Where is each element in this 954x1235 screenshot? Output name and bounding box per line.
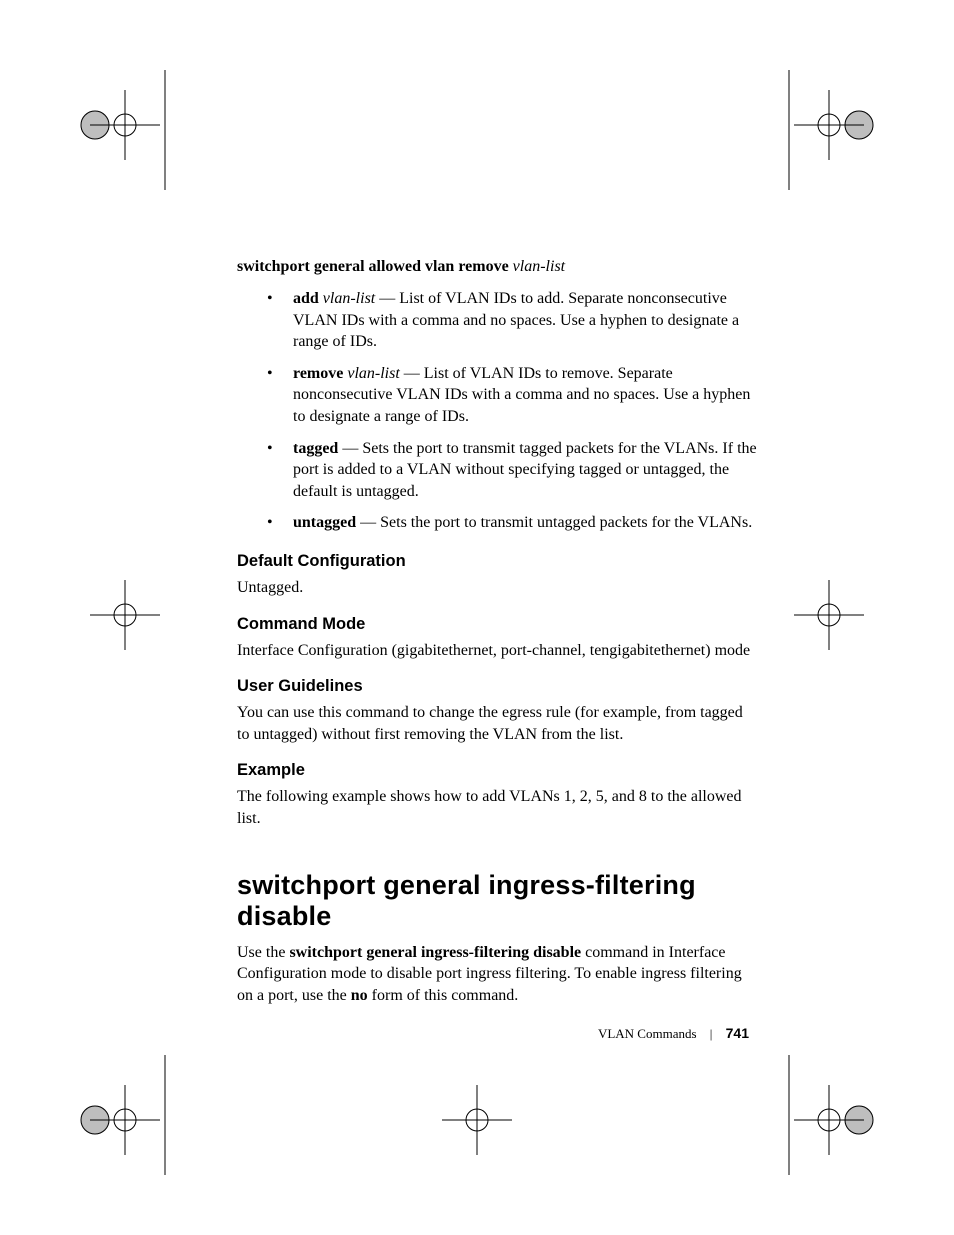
intro-paragraph: Use the switchport general ingress-filte… (237, 942, 757, 1007)
param-dash: — (375, 290, 399, 307)
param-term: untagged (293, 514, 356, 531)
registration-mark-icon (70, 560, 190, 680)
page-footer: VLAN Commands | 741 (598, 1025, 749, 1042)
section-body: Interface Configuration (gigabitethernet… (237, 640, 757, 662)
section-heading-command-mode: Command Mode (237, 615, 757, 634)
intro-no-bold: no (351, 987, 368, 1004)
section-body: Untagged. (237, 577, 757, 599)
list-item: tagged — Sets the port to transmit tagge… (267, 438, 757, 503)
syntax-command: switchport general allowed vlan remove (237, 258, 513, 275)
intro-text: form of this command. (368, 987, 519, 1004)
section-heading-user-guidelines: User Guidelines (237, 677, 757, 696)
section-body: The following example shows how to add V… (237, 786, 757, 829)
page-number: 741 (726, 1025, 749, 1041)
param-term: remove (293, 365, 343, 382)
param-italic: vlan-list (319, 290, 375, 307)
section-heading-example: Example (237, 761, 757, 780)
param-italic: vlan-list (343, 365, 399, 382)
command-title: switchport general ingress-filtering dis… (237, 870, 757, 932)
footer-section: VLAN Commands (598, 1026, 697, 1041)
list-item: remove vlan-list — List of VLAN IDs to r… (267, 363, 757, 428)
param-dash: — (338, 440, 362, 457)
registration-mark-icon (764, 1055, 884, 1175)
param-desc: Sets the port to transmit tagged packets… (293, 440, 757, 500)
intro-text: Use the (237, 944, 289, 961)
section-body: You can use this command to change the e… (237, 702, 757, 745)
registration-mark-icon (70, 1055, 190, 1175)
param-dash: — (400, 365, 424, 382)
param-term: tagged (293, 440, 338, 457)
registration-mark-icon (764, 70, 884, 190)
syntax-param: vlan-list (513, 258, 565, 275)
param-desc: Sets the port to transmit untagged packe… (380, 514, 752, 531)
param-term: add (293, 290, 319, 307)
parameter-list: add vlan-list — List of VLAN IDs to add.… (267, 288, 757, 534)
list-item: untagged — Sets the port to transmit unt… (267, 512, 757, 534)
syntax-line: switchport general allowed vlan remove v… (237, 258, 757, 276)
content-block: switchport general allowed vlan remove v… (237, 258, 757, 1006)
registration-mark-icon (764, 560, 884, 680)
section-heading-default-config: Default Configuration (237, 552, 757, 571)
param-dash: — (356, 514, 380, 531)
intro-command-bold: switchport general ingress-filtering dis… (289, 944, 581, 961)
registration-mark-icon (417, 1055, 537, 1175)
registration-mark-icon (70, 70, 190, 190)
list-item: add vlan-list — List of VLAN IDs to add.… (267, 288, 757, 353)
footer-separator: | (710, 1026, 713, 1041)
page: switchport general allowed vlan remove v… (0, 0, 954, 1235)
